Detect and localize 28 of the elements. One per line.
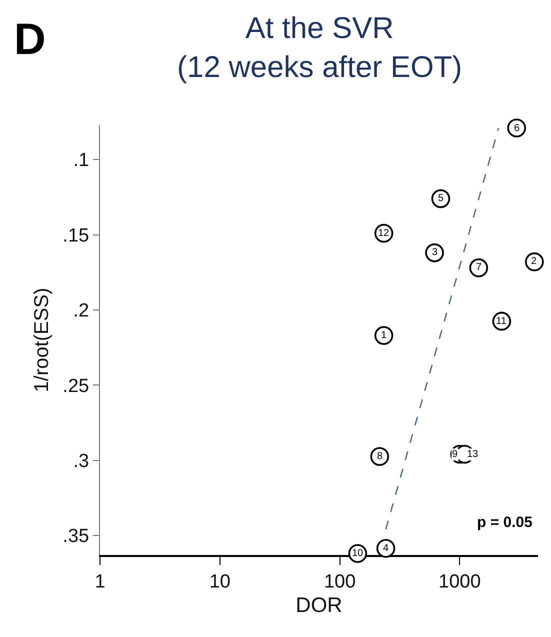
chart-title: At the SVR (12 weeks after EOT) <box>177 12 462 84</box>
y-axis-title: 1/root(ESS) <box>31 288 54 392</box>
annotation: 2 <box>531 256 537 267</box>
annotation: 5 <box>438 193 444 204</box>
y-tick-label: .3 <box>73 450 90 472</box>
x-tick-label: 1 <box>94 572 106 593</box>
y-tick-label: .25 <box>62 376 90 397</box>
annotation: 10 <box>352 548 364 559</box>
x-tick-label: 10 <box>209 572 230 593</box>
y-tick-label: .2 <box>73 300 90 322</box>
annotation: 1 <box>381 330 387 341</box>
x-tick-label: 1000 <box>438 572 481 593</box>
annotation: 9 <box>452 449 458 460</box>
annotation: 13 <box>467 449 479 460</box>
annotation: 12 <box>378 228 390 239</box>
y-tick-label: .15 <box>62 225 90 246</box>
annotation: 6 <box>514 123 520 134</box>
annotation: 8 <box>377 451 383 462</box>
annotation: 4 <box>383 543 389 554</box>
annotation: 3 <box>432 247 438 258</box>
x-axis-title: DOR <box>296 594 342 618</box>
annotation: 11 <box>496 316 507 327</box>
y-tick-label: .1 <box>73 150 90 172</box>
text: D <box>14 15 46 64</box>
y-tick-label: .35 <box>62 526 90 548</box>
annotation: 7 <box>476 262 482 273</box>
x-tick-label: 100 <box>324 572 356 593</box>
annotation: p = 0.05 <box>477 514 532 531</box>
